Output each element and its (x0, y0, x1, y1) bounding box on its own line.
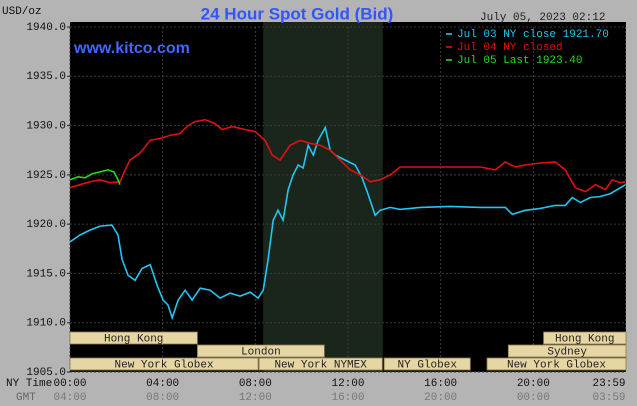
timestamp: July 05, 2023 02:12 (480, 12, 605, 24)
x-axis-label: NY Time (6, 378, 52, 390)
x2-axis-label: GMT (16, 392, 36, 404)
session-label: Hong Kong (104, 333, 163, 345)
session-box (507, 344, 627, 358)
x-tick-label: 00:00 (53, 378, 86, 390)
session-box (197, 344, 325, 358)
y-tick-label: 1905.0 (26, 367, 66, 379)
x-tick-label: 23:59 (593, 378, 626, 390)
session-label: New York Globex (507, 359, 606, 371)
x-tick-label: 12:00 (331, 378, 364, 390)
x-tick-label: 08:00 (239, 378, 272, 390)
highlight-band (263, 22, 383, 372)
y-tick-label: 1915.0 (26, 268, 66, 280)
x-tick-label: 20:00 (517, 378, 550, 390)
x-tick-label: 04:00 (146, 378, 179, 390)
session-label: NY Globex (398, 359, 458, 371)
session-label: Sydney (547, 346, 587, 358)
x2-tick-label: 04:00 (53, 392, 86, 404)
x2-tick-label: 20:00 (424, 392, 457, 404)
session-box (383, 357, 471, 371)
session-box (258, 357, 383, 371)
session-box (543, 331, 627, 345)
y-tick-label: 1925.0 (26, 170, 66, 182)
session-box (69, 331, 198, 345)
legend-label: Jul 03 NY close 1921.70 (457, 29, 609, 41)
y-tick-label: 1935.0 (26, 71, 66, 83)
y-tick-label: 1930.0 (26, 120, 66, 132)
chart-title: 24 Hour Spot Gold (Bid) (201, 4, 394, 23)
x2-tick-label: 03:59 (593, 392, 626, 404)
x2-tick-label: 08:00 (146, 392, 179, 404)
x2-tick-label: 12:00 (239, 392, 272, 404)
price-line (69, 169, 121, 186)
session-box (486, 357, 627, 371)
y-tick-label: 1940.0 (26, 22, 66, 34)
session-label: Hong Kong (555, 333, 614, 345)
site-url: www.kitco.com (73, 40, 190, 57)
legend-label: Jul 04 NY closed (457, 42, 563, 54)
y-tick-label: 1920.0 (26, 219, 66, 231)
price-line (69, 125, 626, 321)
session-label: London (241, 346, 281, 358)
price-line (69, 118, 626, 193)
x2-tick-label: 00:00 (517, 392, 550, 404)
session-box (69, 357, 259, 371)
session-label: New York NYMEX (274, 359, 367, 371)
y-tick-label: 1910.0 (26, 318, 66, 330)
legend-label: Jul 05 Last 1923.40 (457, 55, 582, 67)
x-tick-label: 16:00 (424, 378, 457, 390)
x2-tick-label: 16:00 (331, 392, 364, 404)
session-label: New York Globex (115, 359, 214, 371)
y-axis-label: USD/oz (2, 6, 42, 18)
